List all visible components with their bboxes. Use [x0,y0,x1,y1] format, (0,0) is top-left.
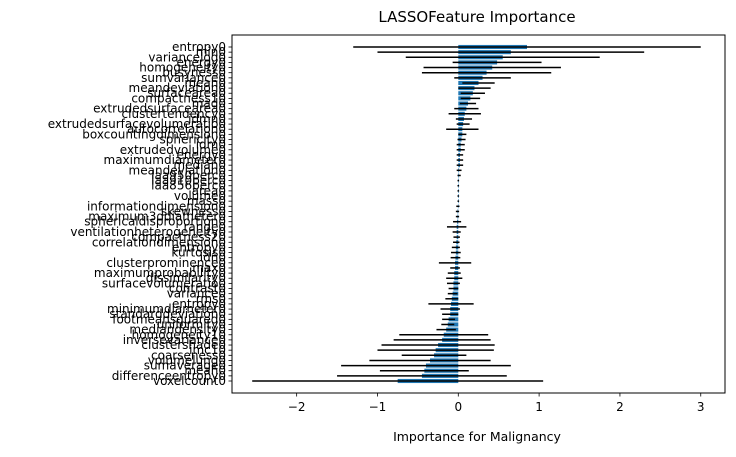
y-tick-label: sumaverage0 [144,359,226,373]
y-tick-label: mad0 [192,97,226,111]
y-tick-label: clusterprominence0 [106,256,226,270]
y-tick-label: energy0 [177,148,226,162]
y-tick-label: ventilationheterogeneity0 [70,225,226,239]
y-tick-label: rms0 [196,292,226,306]
y-tick-label: coarseness0 [151,348,226,362]
y-tick-label: energy0 [177,55,226,69]
y-tick-label: minimumdiameter0 [107,302,226,316]
y-tick-label: sumvariance0 [141,71,226,85]
y-tick-label: footmeansquared0 [112,312,226,326]
y-tick-label: entropy0 [172,297,226,311]
plot-frame [231,34,726,394]
y-tick-label: compactness10 [131,91,226,105]
y-tick-label: dissimilarity0 [146,271,226,285]
y-tick-label: idn0 [200,251,226,265]
y-tick-label: inversevariance0 [123,333,226,347]
y-tick-label: voxelcount0 [153,374,226,388]
y-tick-label: uniformity0 [157,317,226,331]
y-tick-label: mass0 [187,194,226,208]
y-tick-label: boxcountingdimension0 [82,127,226,141]
x-tick-label: −1 [369,400,387,414]
y-tick-label: variancelog0 [148,50,226,64]
y-tick-label: median0 [173,158,226,172]
y-tick-label: skewness0 [161,204,226,218]
y-tick-label: variance0 [167,287,226,301]
bars-layer [397,44,527,384]
y-tick-label: idmn0 [188,112,226,126]
y-tick-label: extrudedsurfacearea0 [93,102,226,116]
y-tick-label: clustertendency0 [122,107,226,121]
y-tick-label: entropy0 [172,240,226,254]
y-tick-label: autocorrelation0 [127,122,226,136]
y-tick-label: meandeviation0 [129,163,226,177]
x-tick-label: −2 [288,400,306,414]
y-tick-label: informationdimension0 [87,199,226,213]
y-tick-label: maximumprobability0 [94,266,226,280]
x-tick-label: 1 [535,400,543,414]
y-tick-label: laa950perc0 [151,168,226,182]
y-tick-label: idm0 [196,138,226,152]
y-tick-label: entropy0 [172,40,226,54]
y-tick-label: mean0 [184,76,226,90]
y-tick-label: area0 [192,184,226,198]
y-tick-label: sphericaldisproportion0 [84,215,226,229]
y-tick-label: kurtosis0 [171,246,226,260]
x-axis-label: Importance for Malignancy [393,429,561,444]
y-tick-label: laa910perc0 [151,174,226,188]
y-tick-label: maximum3ddiameter0 [88,210,226,224]
x-tick-label: 2 [616,400,624,414]
y-tick-label: compactness20 [131,230,226,244]
y-tick-label: surfacearea0 [147,86,226,100]
y-tick-label: laa856perc0 [151,179,226,193]
y-tick-label: range0 [183,220,226,234]
x-tick-label: 0 [454,400,462,414]
y-tick-label: homogeneity10 [132,328,226,342]
y-tick-label: meandeviation0 [129,81,226,95]
y-tick-label: mediandensity0 [129,323,226,337]
y-tick-label: maximumdiameter0 [104,153,227,167]
y-tick-label: homogeneity0 [139,61,226,75]
x-tick-labels: −2 −1 0 1 2 3 [288,393,705,414]
error-bars-layer [252,46,701,382]
y-tick-label: clustershade0 [141,338,226,352]
y-tick-labels: entropy0min0variancelog0energy0homogenei… [48,40,232,388]
y-tick-label: imc10 [189,343,226,357]
y-tick-label: sphericity0 [160,132,227,146]
chart-title: LASSOFeature Importance [378,8,575,26]
y-tick-label: max0 [192,261,226,275]
y-tick-label: mean0 [184,364,226,378]
y-tick-label: extrudedvolume0 [120,143,226,157]
y-tick-label: extrudedsurfacevolumeratio0 [48,117,226,131]
x-tick-label: 3 [697,400,705,414]
y-tick-label: min0 [196,45,226,59]
y-tick-label: standarddeviation0 [109,307,226,321]
y-tick-label: busyness0 [162,66,226,80]
y-tick-label: differenceentropy0 [112,369,226,383]
y-tick-label: volumelung0 [148,353,226,367]
y-tick-label: surfacevolumeratio0 [102,276,226,290]
y-tick-label: correlationdimension0 [92,235,226,249]
y-tick-label: volume0 [174,189,226,203]
y-tick-label: contrast0 [169,282,226,296]
